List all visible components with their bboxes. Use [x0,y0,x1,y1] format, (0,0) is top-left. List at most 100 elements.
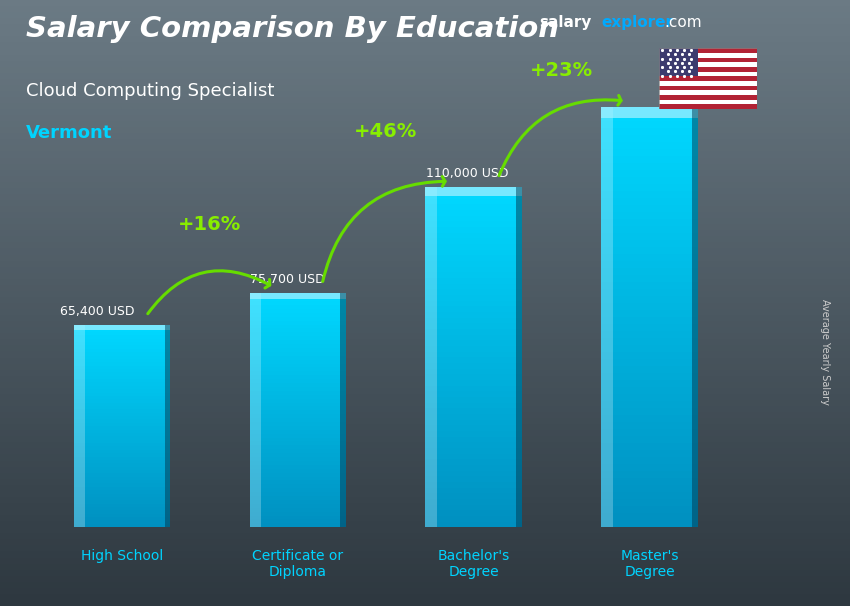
Bar [426,278,522,284]
Bar [74,393,170,396]
Bar [74,342,170,345]
Bar [426,267,522,273]
Bar [74,460,170,463]
Bar [426,244,522,250]
Bar [74,463,170,467]
Bar [426,385,522,391]
Bar [426,341,522,346]
Text: Salary Comparison By Education: Salary Comparison By Education [26,15,558,43]
Bar [250,516,346,519]
Text: 75,700 USD: 75,700 USD [251,273,326,285]
Bar [659,72,756,76]
Bar [426,368,522,375]
Bar [693,107,698,527]
Bar [426,493,522,499]
Bar [74,490,170,493]
Bar [250,309,346,313]
Bar [426,391,522,397]
Bar [74,372,170,376]
Bar [426,261,522,267]
Bar [659,76,756,81]
Bar [601,149,698,156]
Bar [426,307,522,312]
Bar [601,387,698,394]
Bar [601,310,698,317]
Bar [250,293,346,298]
Bar [601,485,698,492]
Bar [74,402,170,406]
Text: Certificate or
Diploma: Certificate or Diploma [252,549,343,579]
Bar [250,313,346,317]
Bar [601,198,698,205]
Bar [601,394,698,401]
Bar [250,519,346,524]
Text: 136,000 USD: 136,000 USD [659,87,741,99]
Bar [74,433,170,436]
Text: Master's
Degree: Master's Degree [620,549,679,579]
Bar [601,408,698,415]
Bar [74,356,170,359]
Bar [426,346,522,351]
Bar [74,410,170,413]
Text: High School: High School [81,549,163,563]
Bar [601,156,698,163]
Bar [74,369,170,372]
Bar [74,339,170,342]
Bar [601,443,698,450]
Bar [426,522,522,527]
Bar [659,62,756,67]
Bar [426,363,522,368]
Bar [659,100,756,104]
Bar [426,290,522,295]
Bar [74,456,170,460]
Bar [601,415,698,422]
Bar [659,67,756,72]
Bar [601,205,698,212]
Bar [601,170,698,177]
Bar [250,383,346,387]
Bar [601,219,698,226]
Bar [74,325,170,330]
Bar [250,387,346,391]
Bar [250,352,346,356]
Bar [601,499,698,506]
Bar [250,402,346,407]
Bar [74,450,170,453]
Bar [250,395,346,399]
Bar [250,481,346,484]
Bar [601,261,698,268]
Bar [74,362,170,365]
Bar [659,48,756,53]
Bar [601,457,698,464]
Bar [250,301,346,305]
Bar [601,366,698,373]
Bar [74,325,85,527]
Bar [74,379,170,382]
Text: +16%: +16% [178,215,241,234]
Bar [601,471,698,478]
Bar [250,434,346,438]
Bar [74,382,170,386]
Text: Average Yearly Salary: Average Yearly Salary [820,299,830,404]
Bar [74,504,170,507]
Bar [74,436,170,440]
Bar [601,282,698,289]
Bar [601,359,698,366]
Bar [426,375,522,380]
Bar [250,325,346,328]
Bar [250,340,346,344]
Bar [601,450,698,457]
Bar [250,305,346,309]
Bar [250,375,346,379]
Bar [426,273,522,278]
Text: 65,400 USD: 65,400 USD [60,304,135,318]
Bar [74,430,170,433]
Bar [74,365,170,369]
Bar [426,408,522,414]
Bar [250,484,346,488]
Text: +23%: +23% [530,61,593,79]
Bar [426,324,522,329]
Bar [601,492,698,499]
Bar [250,293,261,527]
Bar [601,268,698,275]
